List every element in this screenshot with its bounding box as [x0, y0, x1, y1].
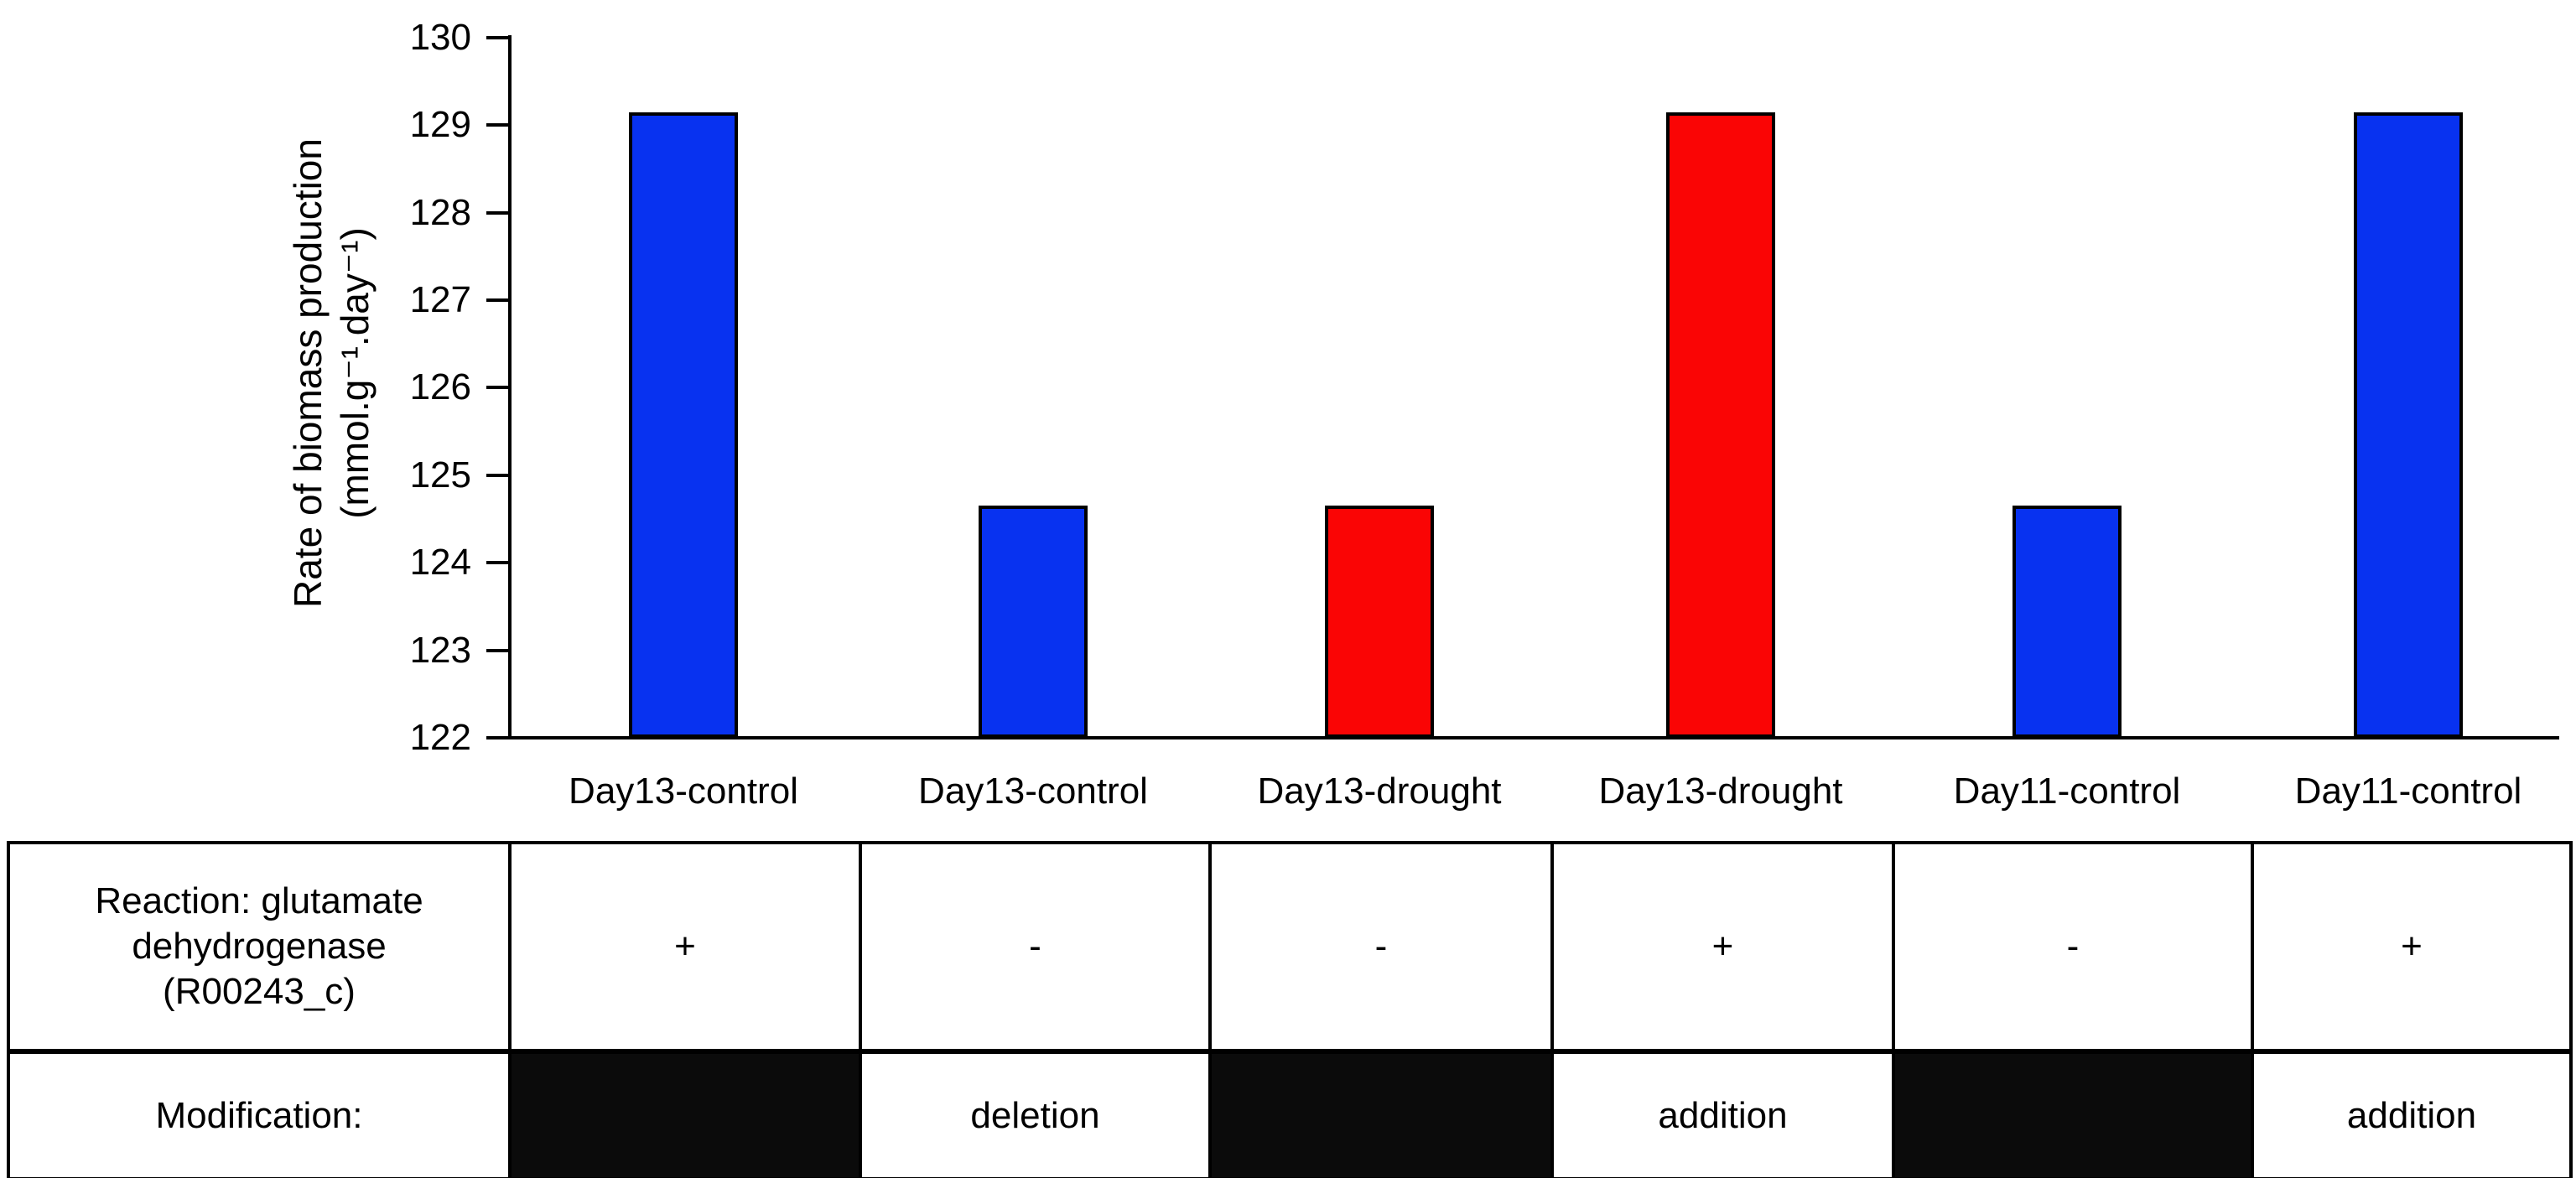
modification-table: Reaction: glutamate dehydrogenase (R0024… [7, 841, 2573, 1178]
y-tick-mark [486, 473, 510, 477]
y-tick-label: 126 [409, 366, 471, 408]
x-tick-label-3: Day13-drought [1257, 771, 1502, 812]
reaction-cell-5: - [1892, 841, 2254, 1054]
reaction-cell-1: + [508, 841, 862, 1054]
table-row-modification: Modification: deletion addition addition [7, 1050, 2573, 1178]
y-tick-label: 128 [409, 191, 471, 233]
y-axis-line [508, 35, 512, 739]
x-tick-label-6: Day11-control [2294, 771, 2522, 812]
reaction-row-label: Reaction: glutamate dehydrogenase (R0024… [7, 841, 512, 1054]
bar-6-day11-control [2354, 112, 2463, 738]
modification-cell-4: addition [1550, 1050, 1895, 1178]
modification-cell-3 [1208, 1050, 1554, 1178]
reaction-cell-6: + [2251, 841, 2573, 1054]
y-tick-label: 130 [409, 16, 471, 58]
y-tick-label: 123 [409, 629, 471, 671]
reaction-cell-4: + [1550, 841, 1895, 1054]
bar-3-day13-drought [1325, 506, 1434, 738]
x-axis-line [508, 736, 2559, 739]
reaction-cell-3: - [1208, 841, 1554, 1054]
modification-cell-5 [1892, 1050, 2254, 1178]
y-tick-mark [486, 210, 510, 215]
modification-cell-2: deletion [859, 1050, 1212, 1178]
y-tick-mark [486, 736, 510, 739]
reaction-cell-2: - [859, 841, 1212, 1054]
modification-row-label: Modification: [7, 1050, 512, 1178]
bar-5-day11-control [2012, 506, 2122, 738]
y-tick-mark [486, 35, 510, 39]
bar-1-day13-control [629, 112, 738, 738]
bar-2-day13-control [979, 506, 1088, 738]
y-tick-label: 122 [409, 717, 471, 758]
x-tick-label-1: Day13-control [569, 771, 798, 812]
y-tick-label: 127 [409, 279, 471, 320]
table-row-reaction: Reaction: glutamate dehydrogenase (R0024… [7, 841, 2573, 1054]
bar-4-day13-drought [1666, 112, 1775, 738]
y-tick-mark [486, 648, 510, 652]
y-tick-label: 129 [409, 104, 471, 146]
modification-cell-6: addition [2251, 1050, 2573, 1178]
modification-cell-1 [508, 1050, 862, 1178]
y-axis-label-line1: Rate of biomass production [286, 138, 330, 608]
y-tick-mark [486, 386, 510, 390]
x-tick-label-2: Day13-control [918, 771, 1148, 812]
x-tick-label-5: Day11-control [1953, 771, 2181, 812]
x-tick-label-4: Day13-drought [1598, 771, 1843, 812]
y-tick-mark [486, 561, 510, 565]
y-tick-label: 125 [409, 454, 471, 496]
y-tick-mark [486, 298, 510, 302]
y-tick-mark [486, 123, 510, 127]
y-tick-label: 124 [409, 542, 471, 584]
